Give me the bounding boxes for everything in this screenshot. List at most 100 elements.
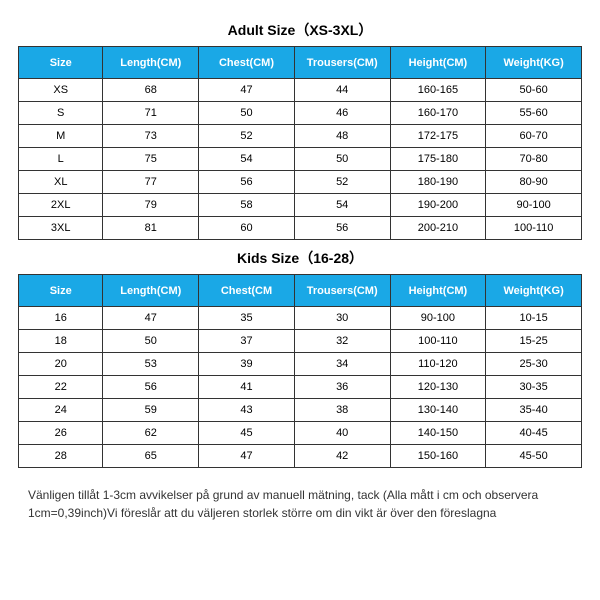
kids-cell: 38 — [294, 399, 390, 422]
adult-cell: S — [19, 102, 103, 125]
adult-cell: 2XL — [19, 194, 103, 217]
adult-cell: M — [19, 125, 103, 148]
adult-cell: 60-70 — [486, 125, 582, 148]
adult-cell: 56 — [199, 171, 295, 194]
kids-row: 1647353090-10010-15 — [19, 307, 582, 330]
kids-cell: 59 — [103, 399, 199, 422]
adult-cell: 52 — [294, 171, 390, 194]
kids-header-length: Length(CM) — [103, 275, 199, 307]
kids-cell: 10-15 — [486, 307, 582, 330]
adult-cell: 54 — [199, 148, 295, 171]
adult-cell: 81 — [103, 217, 199, 240]
adult-size-table: Size Length(CM) Chest(CM) Trousers(CM) H… — [18, 46, 582, 240]
adult-row: M735248172-17560-70 — [19, 125, 582, 148]
kids-cell: 35-40 — [486, 399, 582, 422]
kids-cell: 34 — [294, 353, 390, 376]
adult-cell: 52 — [199, 125, 295, 148]
adult-row: XS684744160-16550-60 — [19, 79, 582, 102]
kids-cell: 150-160 — [390, 445, 486, 468]
adult-cell: 50-60 — [486, 79, 582, 102]
adult-cell: 160-165 — [390, 79, 486, 102]
kids-cell: 41 — [199, 376, 295, 399]
kids-cell: 30 — [294, 307, 390, 330]
adult-row: XL775652180-19080-90 — [19, 171, 582, 194]
adult-header-chest: Chest(CM) — [199, 47, 295, 79]
adult-cell: 68 — [103, 79, 199, 102]
adult-row: S715046160-17055-60 — [19, 102, 582, 125]
kids-cell: 90-100 — [390, 307, 486, 330]
adult-cell: 79 — [103, 194, 199, 217]
adult-row: 3XL816056200-210100-110 — [19, 217, 582, 240]
kids-row: 22564136120-13030-35 — [19, 376, 582, 399]
kids-cell: 32 — [294, 330, 390, 353]
kids-cell: 16 — [19, 307, 103, 330]
adult-cell: L — [19, 148, 103, 171]
size-chart-container: Adult Size（XS-3XL） Size Length(CM) Chest… — [0, 0, 600, 534]
adult-cell: 200-210 — [390, 217, 486, 240]
kids-cell: 47 — [103, 307, 199, 330]
kids-row: 28654742150-16045-50 — [19, 445, 582, 468]
kids-cell: 24 — [19, 399, 103, 422]
adult-cell: 77 — [103, 171, 199, 194]
adult-row: L755450175-18070-80 — [19, 148, 582, 171]
adult-cell: 190-200 — [390, 194, 486, 217]
kids-header-weight: Weight(KG) — [486, 275, 582, 307]
kids-section-title: Kids Size（16-28） — [18, 240, 582, 274]
kids-cell: 130-140 — [390, 399, 486, 422]
adult-cell: 80-90 — [486, 171, 582, 194]
kids-cell: 28 — [19, 445, 103, 468]
kids-cell: 45-50 — [486, 445, 582, 468]
adult-cell: 60 — [199, 217, 295, 240]
kids-tbody: 1647353090-10010-1518503732100-11015-252… — [19, 307, 582, 468]
adult-cell: 46 — [294, 102, 390, 125]
adult-row: 2XL795854190-20090-100 — [19, 194, 582, 217]
adult-cell: 100-110 — [486, 217, 582, 240]
adult-cell: 50 — [199, 102, 295, 125]
kids-cell: 39 — [199, 353, 295, 376]
kids-cell: 40-45 — [486, 422, 582, 445]
kids-cell: 140-150 — [390, 422, 486, 445]
kids-header-size: Size — [19, 275, 103, 307]
kids-cell: 65 — [103, 445, 199, 468]
adult-cell: 50 — [294, 148, 390, 171]
adult-cell: 47 — [199, 79, 295, 102]
kids-cell: 120-130 — [390, 376, 486, 399]
adult-header-height: Height(CM) — [390, 47, 486, 79]
kids-cell: 45 — [199, 422, 295, 445]
adult-cell: 172-175 — [390, 125, 486, 148]
kids-cell: 18 — [19, 330, 103, 353]
kids-cell: 37 — [199, 330, 295, 353]
adult-cell: XL — [19, 171, 103, 194]
adult-tbody: XS684744160-16550-60S715046160-17055-60M… — [19, 79, 582, 240]
kids-cell: 26 — [19, 422, 103, 445]
adult-cell: 175-180 — [390, 148, 486, 171]
adult-cell: 180-190 — [390, 171, 486, 194]
adult-cell: 55-60 — [486, 102, 582, 125]
kids-cell: 30-35 — [486, 376, 582, 399]
kids-cell: 20 — [19, 353, 103, 376]
adult-section-title: Adult Size（XS-3XL） — [18, 12, 582, 46]
adult-cell: 160-170 — [390, 102, 486, 125]
adult-cell: 48 — [294, 125, 390, 148]
adult-header-length: Length(CM) — [103, 47, 199, 79]
kids-cell: 100-110 — [390, 330, 486, 353]
adult-cell: 71 — [103, 102, 199, 125]
kids-cell: 110-120 — [390, 353, 486, 376]
kids-header-row: Size Length(CM) Chest(CM Trousers(CM) He… — [19, 275, 582, 307]
kids-cell: 43 — [199, 399, 295, 422]
kids-header-chest: Chest(CM — [199, 275, 295, 307]
adult-cell: XS — [19, 79, 103, 102]
adult-cell: 73 — [103, 125, 199, 148]
kids-cell: 62 — [103, 422, 199, 445]
adult-cell: 58 — [199, 194, 295, 217]
kids-cell: 47 — [199, 445, 295, 468]
kids-cell: 40 — [294, 422, 390, 445]
adult-header-weight: Weight(KG) — [486, 47, 582, 79]
kids-cell: 53 — [103, 353, 199, 376]
kids-row: 24594338130-14035-40 — [19, 399, 582, 422]
kids-row: 18503732100-11015-25 — [19, 330, 582, 353]
kids-header-height: Height(CM) — [390, 275, 486, 307]
kids-cell: 50 — [103, 330, 199, 353]
adult-cell: 56 — [294, 217, 390, 240]
adult-cell: 90-100 — [486, 194, 582, 217]
